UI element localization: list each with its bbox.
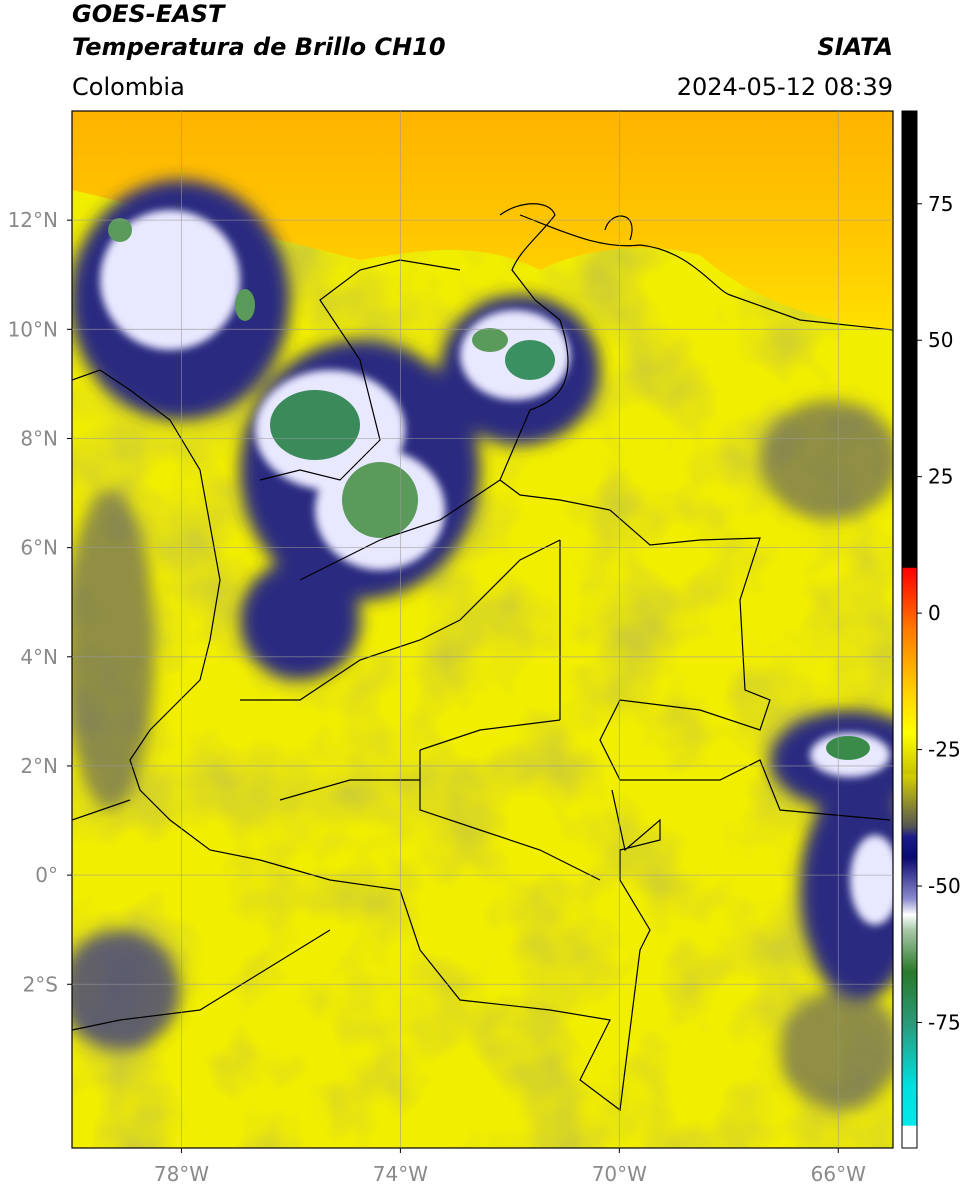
y-tick-label: 2°S (23, 972, 58, 996)
y-tick-label: 12°N (8, 208, 58, 232)
colorbar (901, 110, 918, 1149)
x-tick-label: 74°W (373, 1162, 428, 1186)
y-tick-label: 4°N (20, 645, 58, 669)
grid (72, 111, 893, 1148)
product-title: Temperatura de Brillo CH10 (72, 33, 446, 61)
x-tick-label: 78°W (154, 1162, 209, 1186)
y-tick-label: 10°N (8, 317, 58, 341)
region-label: Colombia (72, 73, 185, 101)
y-tick-label: 8°N (20, 426, 58, 450)
source-label: SIATA (817, 33, 893, 61)
colorbar-tick-label: 50 (928, 328, 953, 352)
colorbar-tick-label: 75 (928, 192, 953, 216)
colorbar-tick-label: -50 (928, 874, 961, 898)
x-tick-label: 70°W (592, 1162, 647, 1186)
y-tick-label: 2°N (20, 754, 58, 778)
datetime-label: 2024-05-12 08:39 (677, 73, 893, 101)
colorbar-tick-label: 25 (928, 465, 953, 489)
colorbar-tick-label: -25 (928, 738, 961, 762)
colorbar-tick-label: 0 (928, 601, 941, 625)
x-tick-label: 66°W (811, 1162, 866, 1186)
map-frame (71, 110, 894, 1149)
y-tick-label: 6°N (20, 536, 58, 560)
satellite-title: GOES-EAST (72, 0, 226, 28)
y-tick-label: 0° (35, 863, 58, 887)
cloud-tops (108, 218, 870, 760)
colorbar-tick-label: -75 (928, 1010, 961, 1034)
map-imagery (72, 111, 893, 1148)
